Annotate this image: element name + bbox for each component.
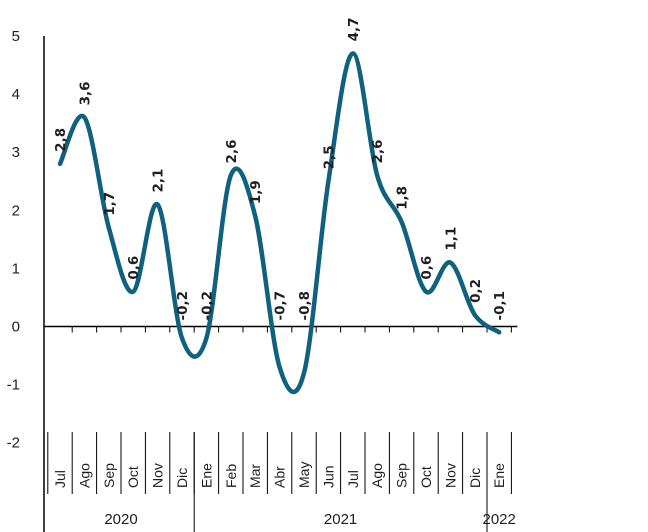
y-tick-label: -1	[7, 377, 20, 394]
data-label: 1,8	[395, 186, 411, 210]
data-label: 2,6	[370, 140, 386, 164]
y-tick-label: 2	[12, 202, 20, 219]
x-tick-label: Oct	[418, 466, 434, 488]
x-tick-label: Sep	[394, 463, 410, 488]
x-tick-label: May	[296, 462, 312, 488]
data-label: -0,7	[273, 291, 289, 321]
data-label: 3,6	[77, 81, 93, 105]
data-label: 1,1	[443, 227, 459, 251]
y-tick-label: 3	[12, 144, 20, 161]
x-tick-label: Ago	[76, 463, 92, 488]
x-tick-label: Oct	[125, 466, 141, 488]
data-label: -0,2	[199, 291, 215, 321]
x-tick-label: Abr	[272, 466, 288, 488]
x-tick-label: Jul	[52, 470, 68, 488]
y-tick-label: 0	[12, 319, 20, 336]
data-label: 2,1	[151, 169, 167, 193]
data-label: -0,2	[175, 291, 191, 321]
x-tick-label: Jun	[320, 465, 336, 488]
data-label: 2,5	[321, 145, 337, 169]
data-label: 1,7	[102, 192, 118, 216]
x-tick-label: Ene	[198, 463, 214, 488]
year-label: 2020	[104, 511, 137, 528]
year-label: 2021	[324, 511, 357, 528]
x-tick-label: Ago	[369, 463, 385, 488]
x-tick-label: Ene	[491, 463, 507, 488]
x-tick-label: Jul	[345, 470, 361, 488]
data-label: -0,1	[492, 291, 508, 321]
data-label: 1,9	[248, 180, 264, 204]
x-tick-label: Nov	[150, 463, 166, 488]
data-label: 2,8	[53, 128, 69, 152]
data-label: 0,2	[468, 279, 484, 303]
x-tick-label: Feb	[223, 464, 239, 488]
x-tick-label: Dic	[174, 468, 190, 488]
y-tick-label: 1	[12, 260, 20, 277]
data-label: 4,7	[346, 18, 362, 42]
data-label: 0,6	[419, 256, 435, 280]
x-tick-label: Dic	[467, 468, 483, 488]
series-line	[57, 51, 502, 395]
data-label: 0,6	[126, 256, 142, 280]
y-tick-label: 4	[12, 86, 20, 103]
year-label: 2022	[483, 511, 516, 528]
y-tick-label: 5	[12, 28, 20, 45]
x-tick-label: Sep	[101, 463, 117, 488]
x-tick-label: Nov	[442, 463, 458, 488]
data-label: -0,8	[297, 291, 313, 321]
x-tick-label: Mar	[247, 464, 263, 488]
y-tick-label: -2	[7, 435, 20, 452]
data-label: 2,6	[224, 140, 240, 164]
